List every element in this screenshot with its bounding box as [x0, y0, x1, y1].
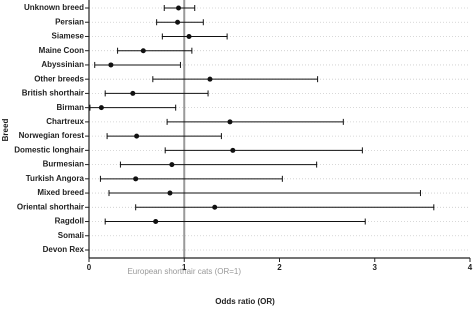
y-tick-label: Devon Rex	[43, 245, 85, 254]
y-tick-label: Oriental shorthair	[17, 202, 84, 211]
y-axis-label: Breed	[1, 119, 10, 142]
point-estimate	[176, 5, 182, 11]
y-tick-label: Ragdoll	[55, 217, 84, 226]
y-tick-label: British shorthair	[22, 89, 84, 98]
x-axis-label: Odds ratio (OR)	[215, 297, 275, 306]
point-estimate	[207, 76, 213, 82]
reference-label: European shorthair cats (OR=1)	[127, 267, 241, 276]
y-tick-label: Abyssinian	[41, 60, 84, 69]
point-estimate	[98, 105, 104, 111]
point-estimate	[212, 204, 218, 210]
y-tick-label: Mixed breed	[37, 188, 84, 197]
point-estimate	[133, 176, 139, 182]
point-estimate	[230, 147, 236, 153]
y-tick-label: Persian	[55, 17, 84, 26]
x-tick-label: 1	[182, 263, 187, 272]
x-tick-label: 2	[277, 263, 282, 272]
y-tick-label: Maine Coon	[39, 46, 84, 55]
y-tick-label: Siamese	[52, 32, 85, 41]
y-tick-label: Norwegian forest	[19, 131, 85, 140]
point-estimate	[175, 19, 181, 25]
point-estimate	[167, 190, 173, 196]
y-tick-label: Burmesian	[43, 160, 84, 169]
y-tick-label: Unknown breed	[24, 3, 84, 12]
y-tick-label: Somali	[58, 231, 84, 240]
y-tick-label: Domestic longhair	[14, 145, 84, 154]
point-estimate	[227, 119, 233, 125]
point-estimate	[130, 90, 136, 96]
y-tick-label: Other breeds	[34, 74, 84, 83]
point-estimate	[108, 62, 114, 68]
y-tick-label: Birman	[56, 103, 84, 112]
x-tick-label: 0	[87, 263, 92, 272]
x-tick-label: 4	[468, 263, 473, 272]
y-tick-label: Turkish Angora	[26, 174, 85, 183]
point-estimate	[169, 162, 175, 168]
point-estimate	[153, 219, 159, 225]
point-estimate	[140, 48, 146, 54]
x-tick-label: 3	[373, 263, 378, 272]
y-tick-label: Chartreux	[46, 117, 84, 126]
point-estimate	[186, 33, 192, 39]
point-estimate	[134, 133, 140, 139]
